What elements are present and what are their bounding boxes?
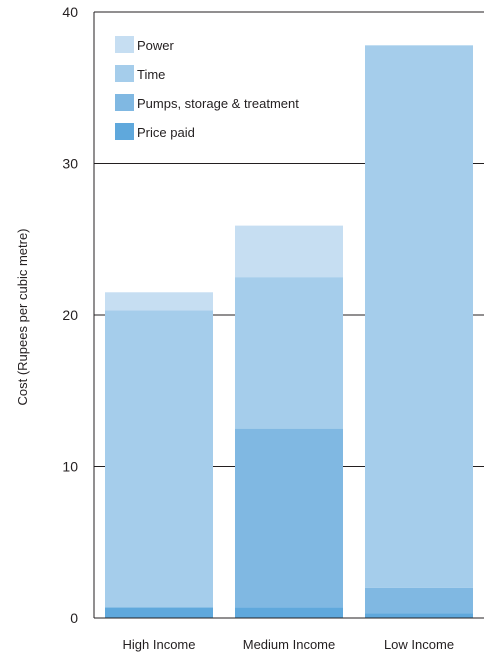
legend-swatch bbox=[115, 36, 134, 53]
legend-label: Price paid bbox=[137, 125, 195, 140]
legend-item-pumps-storage-treatment: Pumps, storage & treatment bbox=[115, 94, 299, 111]
x-tick-label: Medium Income bbox=[243, 637, 335, 652]
legend-item-time: Time bbox=[115, 65, 165, 82]
bar-low-income-pumps-storage-treatment bbox=[365, 587, 473, 614]
bar-low-income-time bbox=[365, 45, 473, 588]
bar-high-income-time bbox=[105, 310, 213, 608]
legend-swatch bbox=[115, 94, 134, 111]
y-tick-label: 40 bbox=[62, 4, 78, 20]
bar-high-income-power bbox=[105, 292, 213, 311]
bar-medium-income-pumps-storage-treatment bbox=[235, 428, 343, 608]
x-tick-label: Low Income bbox=[384, 637, 454, 652]
legend-item-power: Power bbox=[115, 36, 175, 53]
x-tick-label: High Income bbox=[123, 637, 196, 652]
legend-label: Power bbox=[137, 38, 175, 53]
bar-medium-income-time bbox=[235, 277, 343, 429]
legend-label: Time bbox=[137, 67, 165, 82]
y-tick-label: 20 bbox=[62, 307, 78, 323]
legend-label: Pumps, storage & treatment bbox=[137, 96, 299, 111]
y-tick-label: 0 bbox=[70, 610, 78, 626]
bar-low-income-price-paid bbox=[365, 613, 473, 618]
y-tick-label: 10 bbox=[62, 459, 78, 475]
legend-swatch bbox=[115, 123, 134, 140]
y-axis-label: Cost (Rupees per cubic metre) bbox=[15, 228, 30, 405]
legend-item-price-paid: Price paid bbox=[115, 123, 195, 140]
bar-medium-income-power bbox=[235, 225, 343, 278]
bar-high-income-price-paid bbox=[105, 607, 213, 618]
y-tick-label: 30 bbox=[62, 156, 78, 172]
bar-medium-income-price-paid bbox=[235, 607, 343, 618]
legend-swatch bbox=[115, 65, 134, 82]
